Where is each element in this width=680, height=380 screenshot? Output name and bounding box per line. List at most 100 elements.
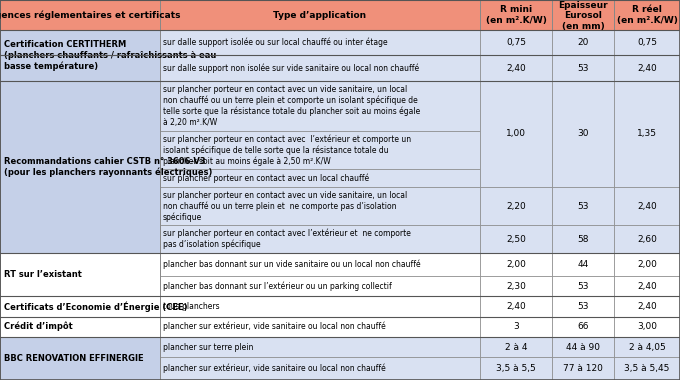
- Bar: [160, 0, 480, 30]
- Text: 2,40: 2,40: [637, 63, 657, 73]
- Text: 44 à 90: 44 à 90: [566, 342, 600, 352]
- Bar: [614, 357, 680, 380]
- Text: 53: 53: [577, 302, 589, 311]
- Bar: [160, 337, 480, 357]
- Bar: [552, 276, 614, 296]
- Bar: [160, 296, 480, 317]
- Text: sur dalle support non isolée sur vide sanitaire ou local non chauffé: sur dalle support non isolée sur vide sa…: [163, 63, 419, 73]
- Text: Recommandations cahier CSTB n° 3606-V3
(pour les planchers rayonnants électrique: Recommandations cahier CSTB n° 3606-V3 (…: [4, 157, 212, 177]
- Bar: [160, 253, 480, 276]
- Text: 30: 30: [577, 130, 589, 138]
- Text: 2,40: 2,40: [506, 302, 526, 311]
- Bar: [480, 55, 552, 81]
- Text: 66: 66: [577, 322, 589, 331]
- Text: 0,75: 0,75: [506, 38, 526, 47]
- Bar: [552, 0, 614, 30]
- Text: Exigences réglementaires et certificats: Exigences réglementaires et certificats: [0, 10, 180, 20]
- Text: sur dalle support isolée ou sur local chauffé ou inter étage: sur dalle support isolée ou sur local ch…: [163, 38, 388, 48]
- Bar: [480, 81, 552, 187]
- Bar: [160, 317, 480, 337]
- Bar: [614, 276, 680, 296]
- Bar: [552, 225, 614, 253]
- Text: Épaisseur
Eurosol
(en mm): Épaisseur Eurosol (en mm): [558, 0, 608, 31]
- Text: plancher sur extérieur, vide sanitaire ou local non chauffé: plancher sur extérieur, vide sanitaire o…: [163, 364, 386, 373]
- Bar: [160, 131, 480, 169]
- Bar: [480, 225, 552, 253]
- Text: R réel
(en m².K/W): R réel (en m².K/W): [617, 5, 677, 25]
- Bar: [480, 253, 552, 276]
- Text: 1,35: 1,35: [637, 130, 657, 138]
- Text: 3: 3: [513, 322, 519, 331]
- Bar: [614, 55, 680, 81]
- Text: 3,5 à 5,5: 3,5 à 5,5: [496, 364, 536, 373]
- Bar: [552, 337, 614, 357]
- Text: 3,00: 3,00: [637, 322, 657, 331]
- Bar: [480, 276, 552, 296]
- Text: 20: 20: [577, 38, 589, 47]
- Bar: [614, 296, 680, 317]
- Bar: [0, 296, 160, 317]
- Bar: [552, 357, 614, 380]
- Text: 2,30: 2,30: [506, 282, 526, 291]
- Text: plancher sur terre plein: plancher sur terre plein: [163, 342, 254, 352]
- Text: 44: 44: [577, 260, 589, 269]
- Text: 3,5 à 5,45: 3,5 à 5,45: [624, 364, 670, 373]
- Text: 2,20: 2,20: [506, 202, 526, 211]
- Text: 2,50: 2,50: [506, 235, 526, 244]
- Text: 2,40: 2,40: [506, 63, 526, 73]
- Text: Crédit d’impôt: Crédit d’impôt: [4, 322, 73, 331]
- Bar: [0, 0, 160, 30]
- Text: sur plancher porteur en contact avec un vide sanitaire, un local
non chauffé ou : sur plancher porteur en contact avec un …: [163, 191, 407, 222]
- Bar: [160, 187, 480, 225]
- Text: plancher sur extérieur, vide sanitaire ou local non chauffé: plancher sur extérieur, vide sanitaire o…: [163, 322, 386, 331]
- Bar: [480, 357, 552, 380]
- Bar: [160, 169, 480, 187]
- Bar: [614, 81, 680, 187]
- Bar: [552, 30, 614, 55]
- Text: RT sur l’existant: RT sur l’existant: [4, 270, 82, 279]
- Text: R mini
(en m².K/W): R mini (en m².K/W): [486, 5, 547, 25]
- Text: BBC RENOVATION EFFINERGIE: BBC RENOVATION EFFINERGIE: [4, 354, 143, 363]
- Text: plancher bas donnant sur un vide sanitaire ou un local non chauffé: plancher bas donnant sur un vide sanitai…: [163, 260, 421, 269]
- Bar: [160, 30, 480, 55]
- Text: Type d’application: Type d’application: [273, 11, 367, 19]
- Bar: [160, 81, 480, 131]
- Text: Certification CERTITHERM
(planchers chauffants / rafraîchissants à eau
basse tem: Certification CERTITHERM (planchers chau…: [4, 40, 216, 71]
- Bar: [552, 296, 614, 317]
- Text: 53: 53: [577, 282, 589, 291]
- Bar: [160, 357, 480, 380]
- Bar: [614, 337, 680, 357]
- Bar: [552, 187, 614, 225]
- Text: 53: 53: [577, 63, 589, 73]
- Text: 77 à 120: 77 à 120: [563, 364, 603, 373]
- Bar: [160, 55, 480, 81]
- Text: 2,40: 2,40: [637, 202, 657, 211]
- Bar: [480, 296, 552, 317]
- Text: 2,40: 2,40: [637, 282, 657, 291]
- Bar: [160, 276, 480, 296]
- Bar: [614, 253, 680, 276]
- Bar: [480, 337, 552, 357]
- Text: 2,60: 2,60: [637, 235, 657, 244]
- Bar: [160, 225, 480, 253]
- Text: 1,00: 1,00: [506, 130, 526, 138]
- Bar: [614, 187, 680, 225]
- Text: 0,75: 0,75: [637, 38, 657, 47]
- Text: plancher bas donnant sur l’extérieur ou un parking collectif: plancher bas donnant sur l’extérieur ou …: [163, 282, 392, 291]
- Bar: [552, 81, 614, 187]
- Bar: [552, 253, 614, 276]
- Text: Certificats d’Economie d’Énergie (CEE): Certificats d’Economie d’Énergie (CEE): [4, 301, 188, 312]
- Text: 2,40: 2,40: [637, 302, 657, 311]
- Bar: [480, 317, 552, 337]
- Bar: [0, 317, 160, 337]
- Text: sur plancher porteur en contact avec un vide sanitaire, un local
non chauffé ou : sur plancher porteur en contact avec un …: [163, 86, 420, 127]
- Text: 2 à 4: 2 à 4: [505, 342, 527, 352]
- Text: tous planchers: tous planchers: [163, 302, 220, 311]
- Bar: [614, 30, 680, 55]
- Bar: [0, 337, 160, 380]
- Bar: [0, 253, 160, 296]
- Bar: [614, 317, 680, 337]
- Bar: [480, 30, 552, 55]
- Bar: [480, 187, 552, 225]
- Bar: [614, 0, 680, 30]
